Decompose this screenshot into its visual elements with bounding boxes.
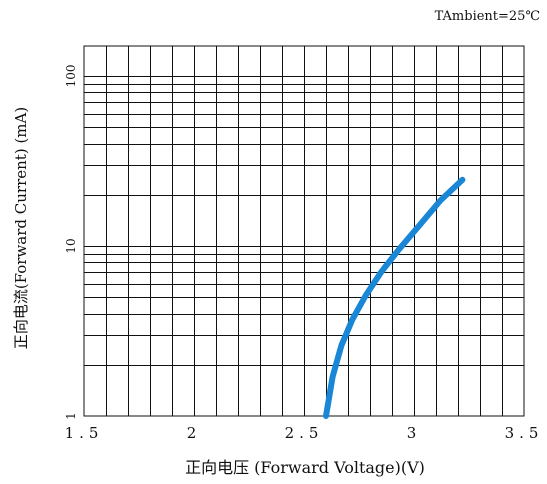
grid (84, 46, 524, 416)
forward-current-curve (323, 176, 466, 419)
ambient-temperature-note: TAmbient=25℃ (435, 9, 540, 24)
x-tick-label: 3.5 (505, 424, 544, 442)
plot-frame (83, 45, 525, 417)
y-tick-label: 10 (64, 238, 78, 253)
x-tick-label: 2 (187, 424, 202, 442)
x-tick-label: 2.5 (285, 424, 324, 442)
x-axis-label: 正向电压 (Forward Voltage)(V) (185, 458, 425, 477)
x-tick-labels: 1.5 2 2.5 3 3.5 (65, 424, 544, 442)
y-tick-labels: 1 10 100 (64, 64, 78, 419)
y-axis-label: 正向电流(Forward Current) (mA) (12, 107, 30, 349)
y-tick-label: 100 (64, 64, 78, 87)
x-tick-label: 1.5 (65, 424, 104, 442)
x-tick-label: 3 (407, 424, 422, 442)
y-tick-label: 1 (64, 412, 78, 420)
